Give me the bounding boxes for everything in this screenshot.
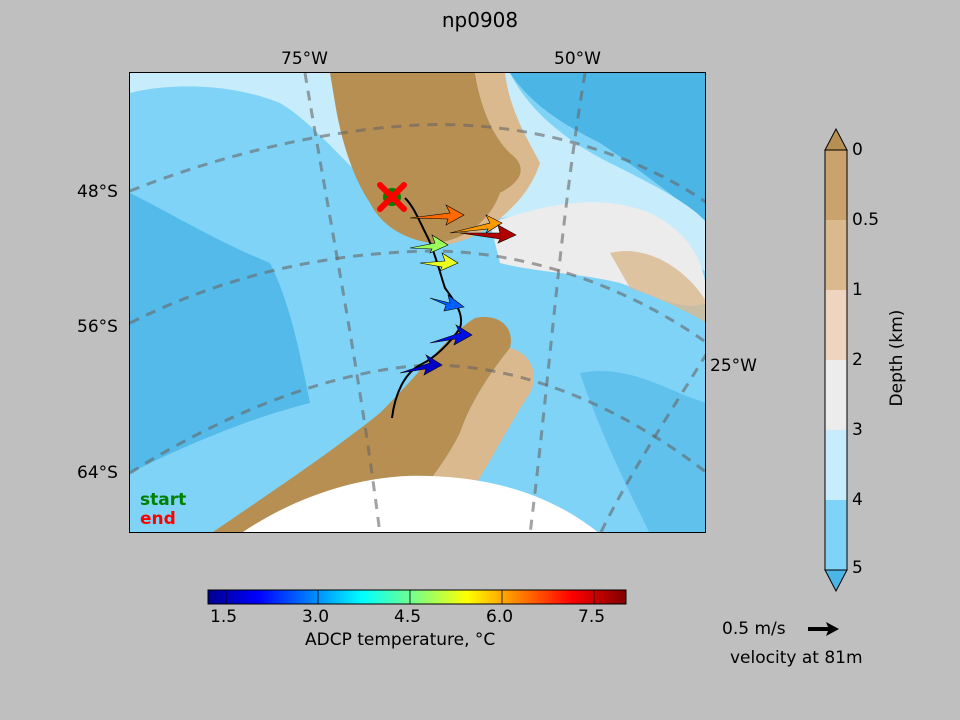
depth-colorbar (824, 128, 848, 592)
parallel-48s (130, 123, 705, 204)
temperature-colorbar (207, 589, 627, 605)
parallel-64s (130, 363, 705, 475)
depth-tick-2: 2 (852, 350, 863, 370)
bathymetry-map (130, 73, 705, 532)
lat-label-48s: 48°S (77, 182, 118, 202)
arrow-mid (409, 234, 449, 254)
velocity-key-caption: velocity at 81m (730, 648, 863, 668)
lat-label-64s: 64°S (77, 463, 118, 483)
temp-tick-3.0: 3.0 (302, 607, 330, 627)
depth-axis-label: Depth (km) (887, 309, 907, 407)
arrow-mid (419, 252, 459, 272)
depth-tick-1: 1 (852, 280, 863, 300)
temp-tick-1.5: 1.5 (210, 607, 238, 627)
depth-band-3 (825, 360, 847, 430)
lat-label-56s: 56°S (77, 317, 118, 337)
depth-band-2 (825, 290, 847, 360)
deep-water-west (130, 193, 310, 473)
scotia-arc-shoal (610, 251, 705, 322)
temp-tick-6.0: 6.0 (486, 607, 514, 627)
graticule (130, 73, 705, 532)
depth-band-1 (825, 220, 847, 290)
meridian-50w (528, 73, 587, 532)
velocity-key-speed: 0.5 m/s (722, 619, 786, 639)
depth-extend-top (824, 128, 848, 151)
velocity-key-arrow-icon (808, 622, 839, 636)
depth-extend-bottom (824, 569, 848, 592)
legend-end: end (140, 509, 176, 529)
lon-label-25w: 25°W (710, 356, 757, 376)
arrow-hot (459, 224, 517, 244)
south-america-shelf (430, 73, 540, 245)
antarctica-ice (243, 475, 598, 532)
depth-band-0 (825, 150, 847, 220)
deep-water-south (580, 371, 705, 532)
arrow-cool (429, 294, 465, 312)
depth-tick-0: 0 (852, 140, 863, 160)
antarctic-peninsula-land (212, 317, 511, 532)
depth-band-4 (825, 430, 847, 500)
depth-tick-4: 4 (852, 490, 863, 510)
velocity-arrows (399, 204, 517, 376)
temp-axis-label: ADCP temperature, °C (305, 630, 496, 650)
lon-label-50w: 50°W (554, 49, 601, 69)
plot-title: np0908 (441, 8, 519, 32)
legend-start: start (140, 490, 187, 510)
south-america-land (330, 73, 521, 243)
meridian-25w (599, 353, 705, 532)
temp-tick-7.5: 7.5 (578, 607, 606, 627)
arrow-warm (409, 204, 465, 226)
temp-tick-4.5: 4.5 (394, 607, 422, 627)
depth-tick-5: 5 (852, 558, 863, 578)
map-panel (129, 72, 706, 533)
arrow-cold (399, 354, 443, 376)
deep-water-east (510, 73, 705, 222)
parallel-56s (130, 249, 705, 344)
depth-tick-0.5: 0.5 (852, 210, 880, 230)
end-marker (377, 182, 407, 212)
arrow-warm (449, 214, 503, 234)
lon-label-75w: 75°W (281, 49, 328, 69)
meridian-75w (303, 73, 382, 532)
depth-band-5 (825, 500, 847, 570)
arrow-cold (429, 324, 473, 346)
depth-tick-3: 3 (852, 420, 863, 440)
